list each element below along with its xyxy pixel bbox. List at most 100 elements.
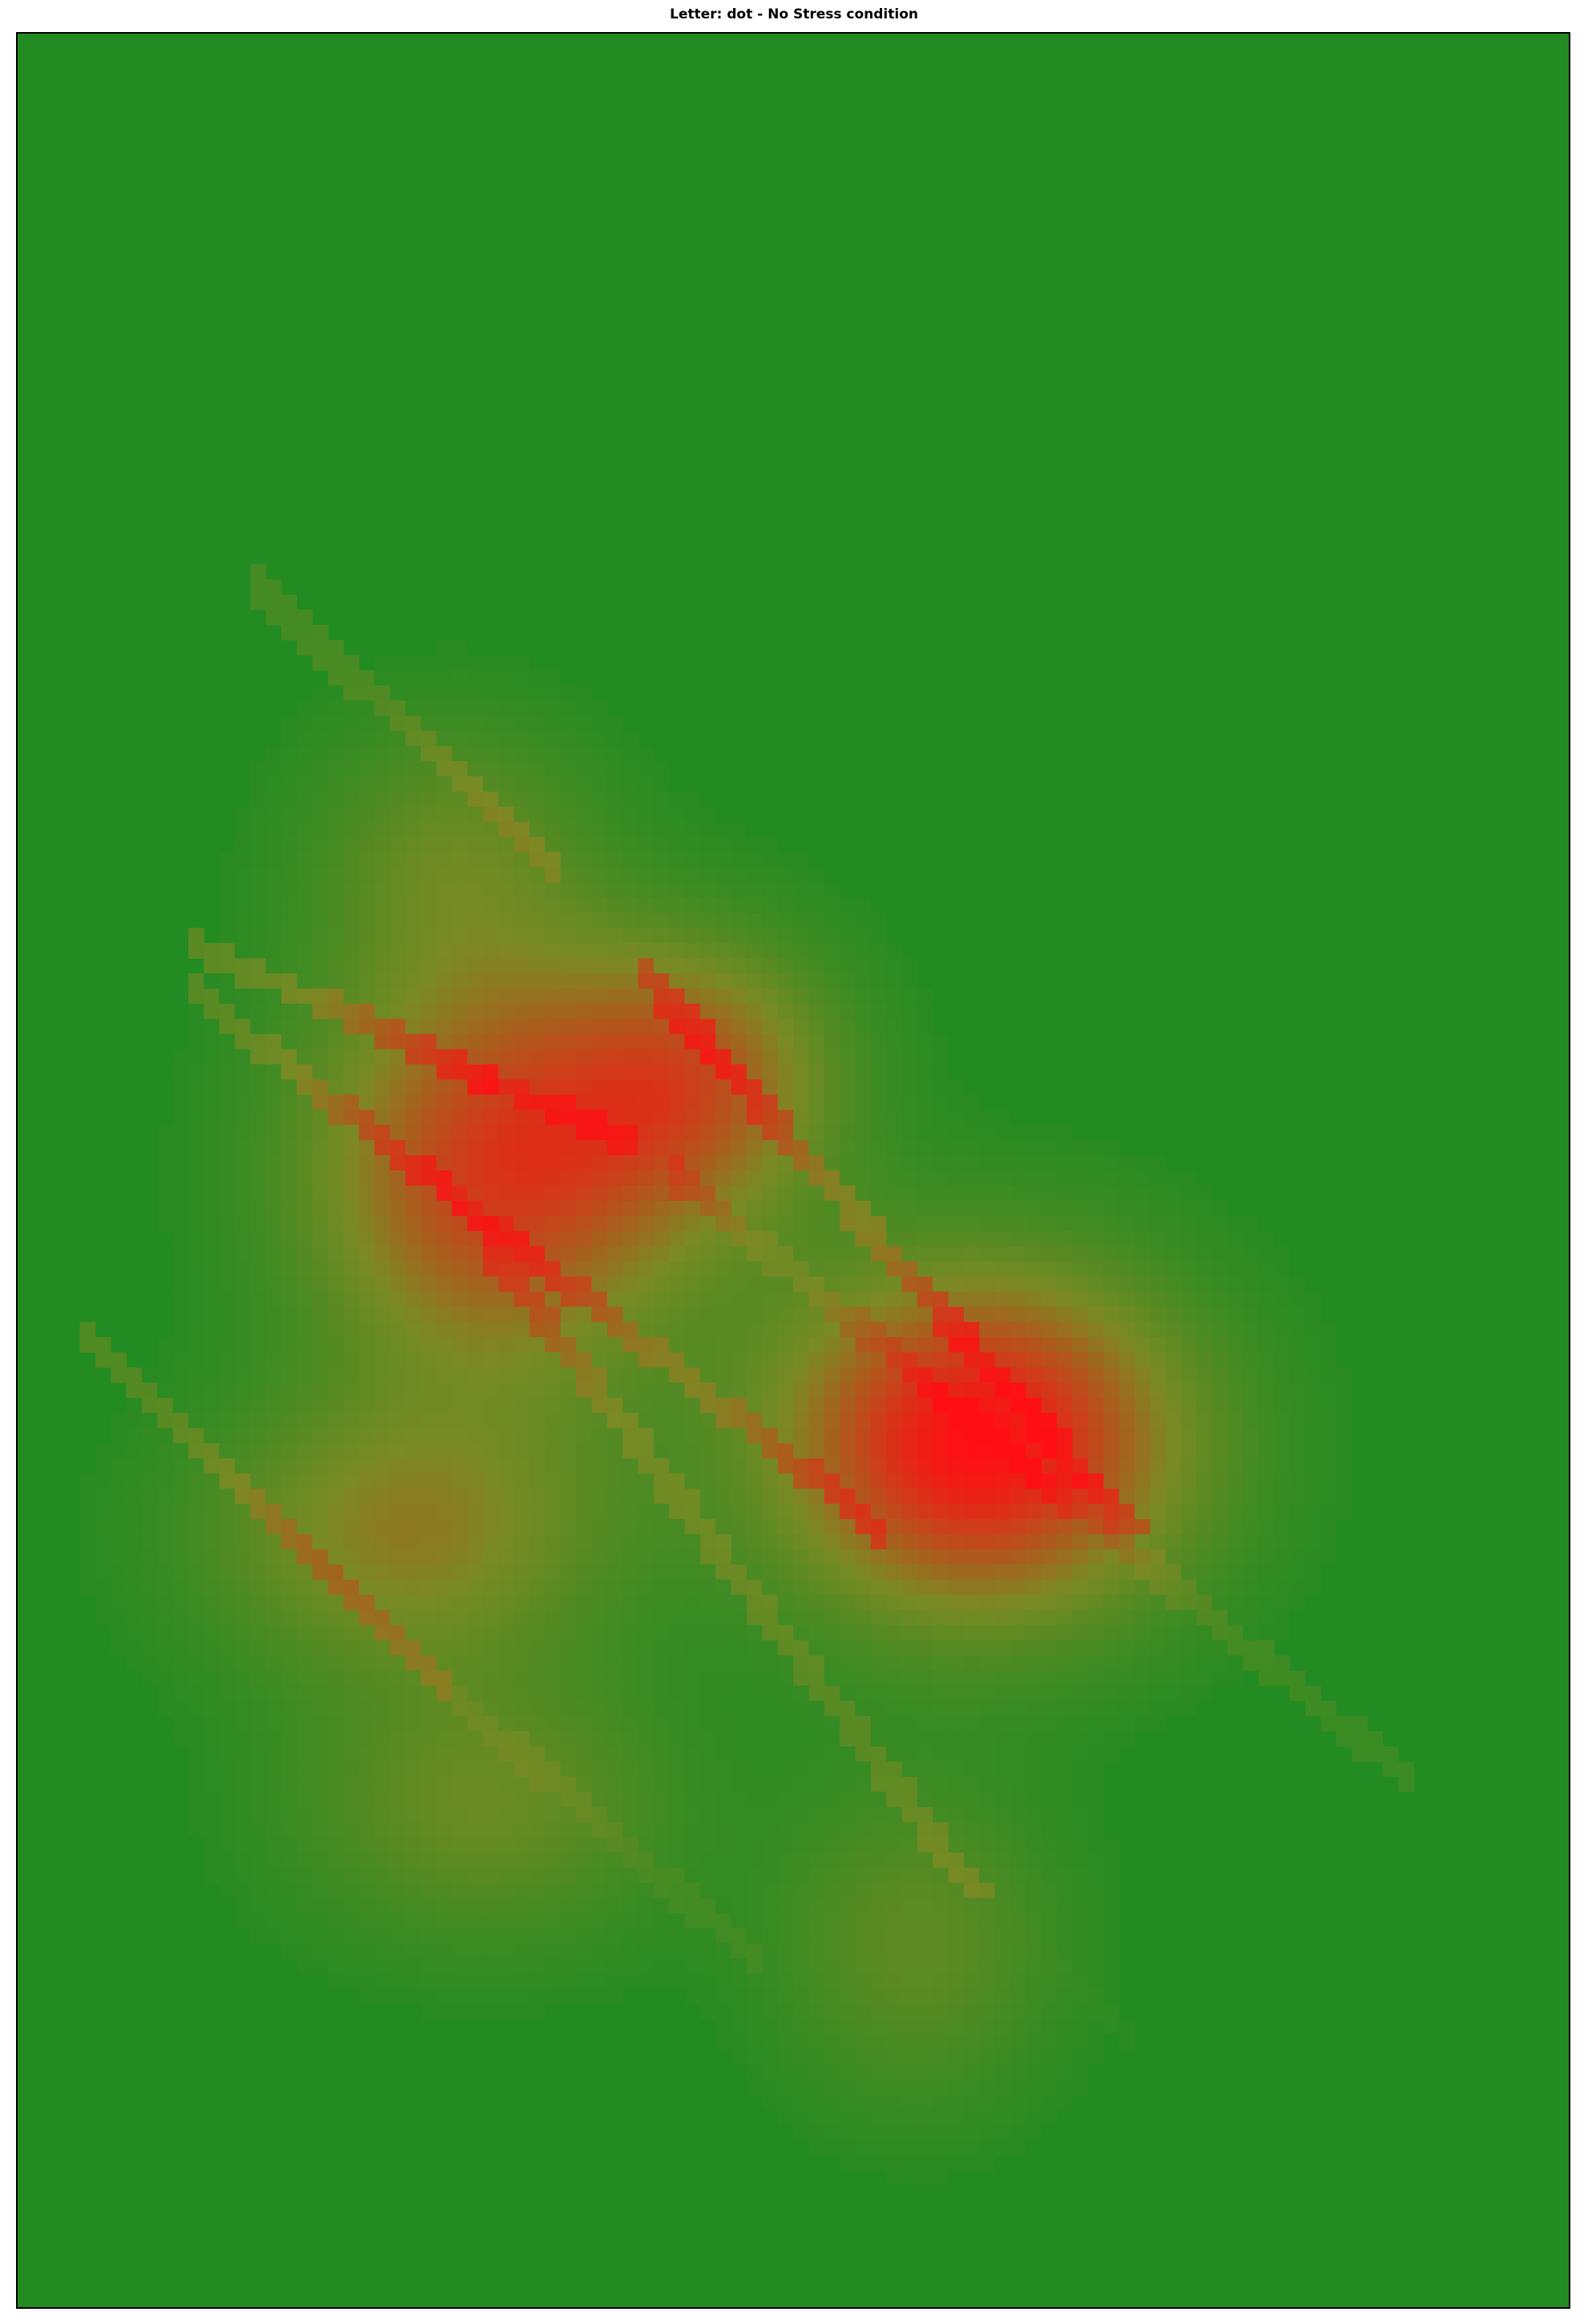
heatmap-cell [591,1837,608,1853]
heatmap-cell [824,1412,840,1429]
heatmap-cell [1072,1367,1089,1384]
heatmap-cell [699,1609,716,1626]
heatmap-cell [498,1185,515,1202]
heatmap-cell [855,1594,872,1611]
heatmap-cell [917,1291,933,1307]
heatmap-cell [808,1640,825,1657]
heatmap-cell [1026,1852,1042,1868]
heatmap-cell [1057,1276,1074,1292]
heatmap-cell [684,1140,701,1156]
heatmap-cell [575,761,592,777]
heatmap-cell [328,1822,345,1839]
heatmap-cell [467,836,484,853]
heatmap-cell [917,1003,933,1020]
heatmap-cell [731,1428,748,1444]
heatmap-cell [824,1185,840,1202]
heatmap-cell [172,1473,189,1489]
heatmap-cell [591,1640,608,1657]
heatmap-cell [669,1246,686,1263]
heatmap-cell [235,1443,251,1460]
heatmap-cell [281,1215,298,1232]
heatmap-cell [870,1731,887,1747]
heatmap-cell [514,1928,530,1944]
heatmap-cell [312,1898,328,1914]
heatmap-cell [777,943,794,959]
heatmap-cell [1134,1215,1151,1232]
heatmap-cell [855,1655,872,1671]
heatmap-cell [265,973,282,989]
heatmap-cell [421,1504,437,1520]
heatmap-cell [1087,1594,1104,1611]
heatmap-cell [591,1155,608,1171]
heatmap-cell [715,1307,732,1323]
heatmap-cell [917,1791,933,1808]
heatmap-cell [482,1534,499,1550]
heatmap-cell [296,1185,313,1202]
heatmap-cell [653,1519,670,1535]
heatmap-cell [250,564,267,580]
heatmap-cell [560,1716,577,1732]
heatmap-cell [1243,1504,1260,1520]
heatmap-cell [467,1079,484,1095]
heatmap-cell [607,1549,623,1565]
heatmap-cell [762,1791,779,1808]
heatmap-cell [265,1822,282,1839]
heatmap-cell [933,1276,949,1292]
heatmap-cell [265,1746,282,1762]
heatmap-cell [343,1382,360,1399]
heatmap-cell [1243,1609,1260,1626]
heatmap-cell [265,988,282,1005]
heatmap-cell [840,1276,856,1292]
heatmap-cell [172,1337,189,1353]
heatmap-cell [343,1215,360,1232]
heatmap-cell [575,1367,592,1384]
heatmap-cell [746,1230,763,1247]
heatmap-cell [389,1655,406,1671]
heatmap-cell [95,1458,111,1474]
heatmap-cell [328,746,345,762]
heatmap-cell [1103,1549,1120,1565]
heatmap-cell [917,1307,933,1323]
heatmap-cell [575,1731,592,1747]
heatmap-cell [777,1261,794,1278]
heatmap-cell [793,1397,809,1414]
heatmap-cell [886,1307,903,1323]
heatmap-cell [1243,1458,1260,1474]
heatmap-cell [901,958,918,974]
heatmap-cell [436,1094,453,1110]
heatmap-cell [793,1261,809,1278]
heatmap-cell [1010,1276,1026,1292]
heatmap-cell [343,1200,360,1217]
heatmap-cell [529,1064,546,1081]
heatmap-cell [111,1640,127,1657]
heatmap-cell [623,988,639,1005]
heatmap-cell [482,852,499,868]
heatmap-cell [762,1837,779,1853]
heatmap-cell [840,1170,856,1186]
heatmap-cell [250,1246,267,1263]
heatmap-cell [684,1185,701,1202]
heatmap-cell [514,943,530,959]
heatmap-cell [1118,1701,1135,1717]
heatmap-cell [1026,1625,1042,1641]
heatmap-cell [358,1776,375,1793]
heatmap-cell [870,1155,887,1171]
heatmap-cell [467,1701,484,1717]
heatmap-cell [777,1746,794,1762]
heatmap-cell [607,1837,623,1853]
heatmap-cell [653,1746,670,1762]
heatmap-cell [219,1140,236,1156]
heatmap-cell [389,1488,406,1504]
heatmap-cell [699,1519,716,1535]
heatmap-cell [1010,1504,1026,1520]
heatmap-cell [1196,1686,1213,1702]
heatmap-cell [1134,1200,1151,1217]
heatmap-cell [157,1473,174,1489]
heatmap-cell [1072,1488,1089,1504]
heatmap-cell [482,1837,499,1853]
heatmap-cell [1181,1655,1197,1671]
heatmap-cell [762,943,779,959]
heatmap-cell [840,1640,856,1657]
heatmap-cell [560,1473,577,1489]
heatmap-cell [374,988,391,1005]
